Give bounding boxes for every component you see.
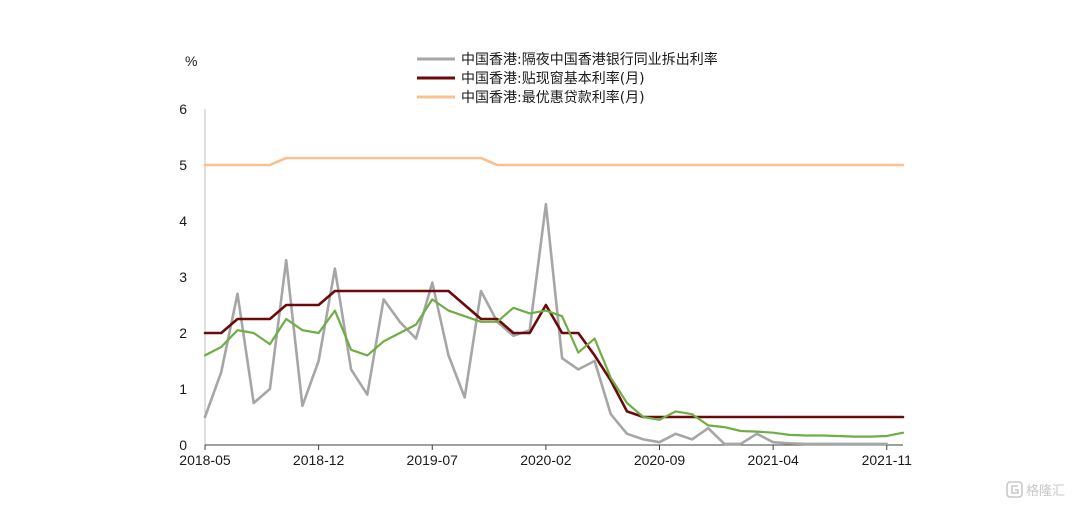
y-tick-label: 0 [179,437,187,453]
legend-label: 中国香港:隔夜中国香港银行同业拆出利率 [461,51,718,68]
y-tick-label: 6 [179,101,187,117]
series-line-1 [203,289,905,419]
series-line-0 [203,202,889,446]
x-tick-label: 2018-05 [179,452,231,468]
watermark-logo: 格隆汇 [1006,479,1078,501]
watermark-text: 格隆汇 [1026,483,1065,499]
series-layer [203,156,905,446]
series-line-3 [203,298,905,438]
x-axis: 2018-05 2018-12 2019-07 2020-02 2020-09 2021-… [179,444,913,468]
series-line-2 [203,156,905,167]
y-axis: 0 1 2 3 4 5 6 [179,101,206,453]
legend-label: 中国香港:贴现窗基本利率(月) [461,70,645,87]
x-tick-label: 2021-04 [747,452,799,468]
y-tick-label: 2 [179,325,187,341]
x-tick-label: 2020-09 [634,452,686,468]
g-logo-mark [1011,485,1019,494]
x-tick-label: 2020-02 [520,452,572,468]
x-tick-label: 2018-12 [293,452,345,468]
y-tick-label: 3 [179,269,187,285]
legend-label: 中国香港:最优惠贷款利率(月) [461,89,645,106]
g-logo-icon [1006,481,1023,498]
x-tick-label: 2021-11 [862,452,913,468]
y-tick-label: 1 [179,381,187,397]
y-tick-label: 4 [179,213,187,229]
y-axis-unit-label: % [185,53,197,69]
x-tick-label: 2019-07 [407,452,459,468]
y-tick-label: 5 [179,157,187,173]
